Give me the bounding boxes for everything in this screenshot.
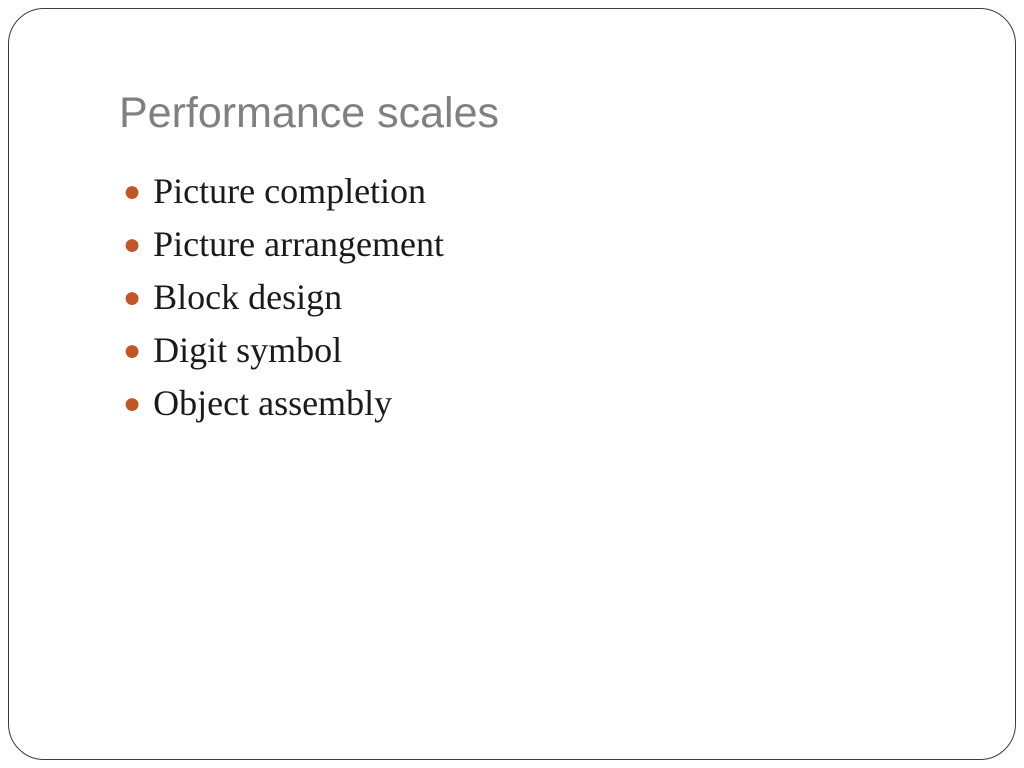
list-item: ● Block design	[119, 272, 905, 323]
bullet-icon: ●	[123, 330, 141, 373]
slide-frame: Performance scales ● Picture completion …	[8, 8, 1016, 760]
list-item: ● Digit symbol	[119, 325, 905, 376]
bullet-icon: ●	[123, 277, 141, 320]
bullet-text: Picture arrangement	[153, 219, 444, 270]
list-item: ● Object assembly	[119, 378, 905, 429]
bullet-icon: ●	[123, 224, 141, 267]
slide-content: Performance scales ● Picture completion …	[9, 9, 1015, 430]
list-item: ● Picture arrangement	[119, 219, 905, 270]
bullet-text: Picture completion	[153, 166, 426, 217]
bullet-text: Block design	[153, 272, 342, 323]
slide-title: Performance scales	[119, 89, 905, 138]
bullet-list: ● Picture completion ● Picture arrangeme…	[119, 166, 905, 430]
list-item: ● Picture completion	[119, 166, 905, 217]
bullet-text: Digit symbol	[153, 325, 342, 376]
bullet-icon: ●	[123, 383, 141, 426]
bullet-text: Object assembly	[153, 378, 392, 429]
bullet-icon: ●	[123, 171, 141, 214]
